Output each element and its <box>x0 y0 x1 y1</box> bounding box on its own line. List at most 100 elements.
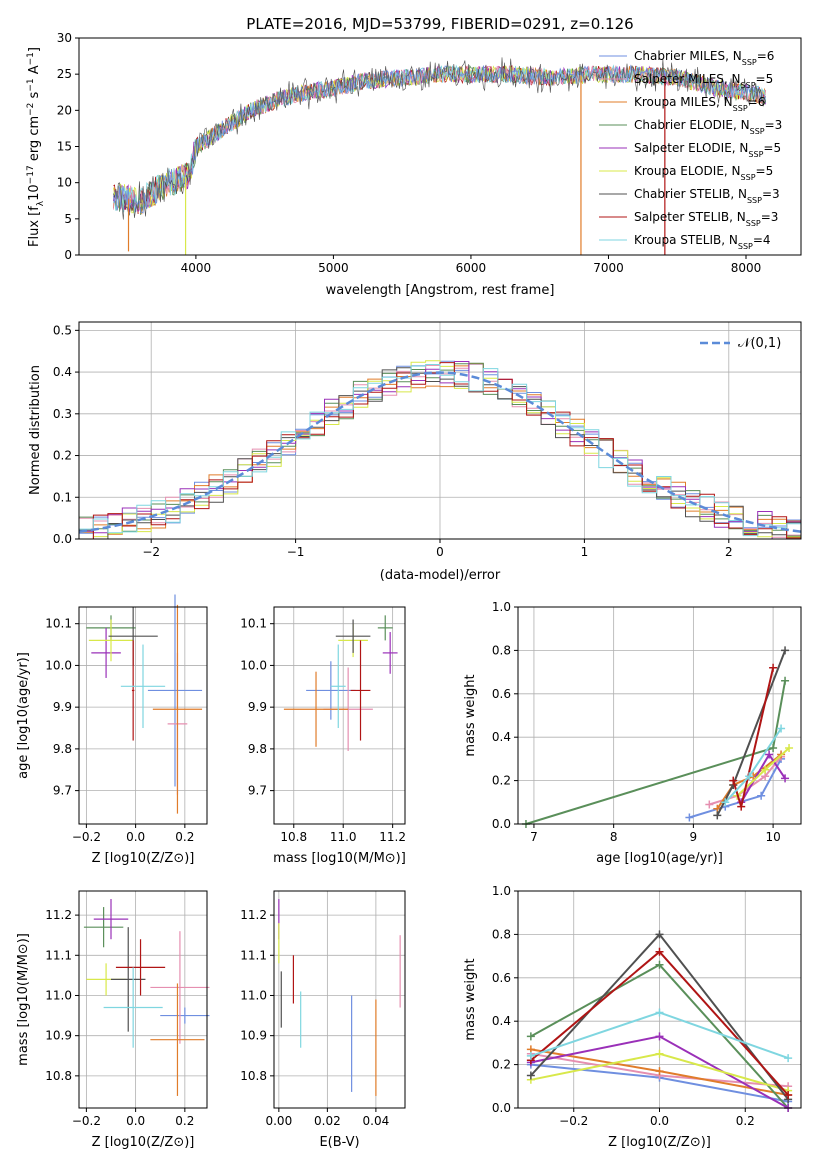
x-tick-label: 4000 <box>181 261 212 275</box>
y-tick-label: 10.0 <box>240 658 267 672</box>
series-marker <box>721 798 730 807</box>
legend-text: Chabrier ELODIE, N <box>634 118 750 132</box>
y-tick-label: 20 <box>57 103 72 117</box>
x-tick-label: 0.0 <box>126 830 145 844</box>
x-tick-label: 11.2 <box>379 830 406 844</box>
y-label-part: s <box>27 91 42 102</box>
plot-area <box>78 360 802 540</box>
legend-count: =6 <box>748 95 766 109</box>
y-tick-label: 0.8 <box>492 643 511 657</box>
legend-label: Salpeter STELIB, NSSP=3 <box>634 210 778 228</box>
y-tick-label: 10.8 <box>240 1069 267 1083</box>
legend-count: =3 <box>761 210 779 224</box>
legend-sub: SSP <box>746 219 761 228</box>
y-tick-label: 0.8 <box>492 927 511 941</box>
figure-title: PLATE=2016, MJD=53799, FIBERID=0291, z=0… <box>246 15 633 33</box>
y-tick-label: 10.1 <box>240 617 267 631</box>
plot-area <box>278 899 401 1096</box>
axes-frame <box>78 606 208 825</box>
y-axis-label: mass weight <box>463 958 478 1040</box>
series-marker <box>655 1067 664 1076</box>
y-axis-label: Flux [fλ10−17 erg cm−2 s−1 A−1] <box>26 47 46 247</box>
series-marker <box>781 774 790 783</box>
x-tick-label: −0.2 <box>72 1114 101 1128</box>
y-label-part: −1 <box>26 52 36 65</box>
axes-mass_vs_Z: −0.2 0.0 0.2 10.8 10.9 11.0 11.1 11.2 Z [log10(Z… <box>16 890 210 1150</box>
series-marker <box>526 1032 535 1041</box>
series-line <box>716 753 782 810</box>
y-axis-label: age [log10(age/yr)] <box>16 652 31 779</box>
x-axis-label: E(B-V) <box>319 1135 359 1150</box>
series-marker <box>685 813 694 822</box>
x-tick-label: 0.2 <box>175 1114 194 1128</box>
plot-area <box>113 57 767 255</box>
y-tick-label: 10.0 <box>45 658 72 672</box>
legend-text: Salpeter MILES, N <box>634 72 741 86</box>
x-tick-label: 0.04 <box>363 1114 390 1128</box>
y-tick-label: 15 <box>57 140 72 154</box>
legend-count: =5 <box>756 72 774 86</box>
axes-weight_vs_age: 7 8 9 10 0.0 0.2 0.4 0.6 0.8 1.0 age [log10(age/yr… <box>463 600 802 866</box>
y-label-part: −17 <box>26 165 36 184</box>
x-tick-label: 0.0 <box>126 1114 145 1128</box>
series-marker <box>765 750 774 759</box>
x-tick-label: 0.00 <box>265 1114 292 1128</box>
y-tick-label: 9.8 <box>53 742 72 756</box>
y-tick-label: 30 <box>57 31 72 45</box>
y-label-part: ] <box>27 47 42 52</box>
y-label-part: −1 <box>26 78 36 91</box>
y-tick-label: 10.8 <box>45 1069 72 1083</box>
y-tick-label: 10.1 <box>45 617 72 631</box>
y-tick-label: 9.9 <box>53 700 72 714</box>
y-label-part: −2 <box>26 103 36 116</box>
y-tick-label: 0.4 <box>53 365 72 379</box>
x-tick-label: 7 <box>530 830 538 844</box>
y-tick-label: 1.0 <box>492 884 511 898</box>
legend-text: Chabrier STELIB, N <box>634 187 747 201</box>
y-tick-label: 9.7 <box>53 784 72 798</box>
series-marker <box>729 776 738 785</box>
legend-count: =5 <box>763 141 781 155</box>
y-label-part: 10 <box>27 184 42 201</box>
axes-age_vs_mass: 10.8 11.0 11.2 9.7 9.8 9.9 10.0 10.1 mass [log10… <box>240 606 406 866</box>
y-tick-label: 9.7 <box>248 784 267 798</box>
y-tick-label: 10 <box>57 176 72 190</box>
legend-label: Salpeter MILES, NSSP=5 <box>634 72 773 90</box>
legend-sub: SSP <box>738 242 753 251</box>
y-label-part: erg cm <box>27 116 42 165</box>
x-axis-label: Z [log10(Z/Z⊙)] <box>92 851 195 866</box>
series-marker <box>784 1054 793 1063</box>
histogram-step <box>79 361 801 540</box>
y-tick-label: 0.2 <box>53 449 72 463</box>
y-tick-label: 0.2 <box>492 774 511 788</box>
legend-count: =3 <box>762 187 780 201</box>
series-marker <box>777 724 786 733</box>
x-axis-label: age [log10(age/yr)] <box>596 851 723 866</box>
legend-count: =6 <box>757 49 775 63</box>
histogram-step <box>79 364 801 537</box>
legend-label: Kroupa ELODIE, NSSP=5 <box>634 164 773 182</box>
legend-text: Chabrier MILES, N <box>634 49 742 63</box>
series-marker <box>769 744 778 753</box>
legend-count: =4 <box>753 233 771 247</box>
legend-sub: SSP <box>733 104 748 113</box>
legend-text: Kroupa STELIB, N <box>634 233 738 247</box>
legend-label: Salpeter ELODIE, NSSP=5 <box>634 141 781 159</box>
y-label-part: A <box>27 65 42 78</box>
x-tick-label: 8 <box>610 830 618 844</box>
series-marker <box>784 1090 793 1099</box>
legend-sub: SSP <box>741 173 756 182</box>
axes-frame <box>78 890 208 1109</box>
series-marker <box>761 765 770 774</box>
axes-frame <box>273 606 406 825</box>
y-tick-label: 11.1 <box>45 948 72 962</box>
legend-text: Kroupa MILES, N <box>634 95 733 109</box>
y-axis-label: Normed distribution <box>28 365 43 495</box>
x-tick-label: 7000 <box>593 261 624 275</box>
series-marker <box>785 744 794 753</box>
y-tick-label: 9.8 <box>248 742 267 756</box>
y-tick-label: 1.0 <box>492 600 511 614</box>
x-axis-label: mass [log10(M/M⊙)] <box>273 851 406 866</box>
legend-sub: SSP <box>741 81 756 90</box>
